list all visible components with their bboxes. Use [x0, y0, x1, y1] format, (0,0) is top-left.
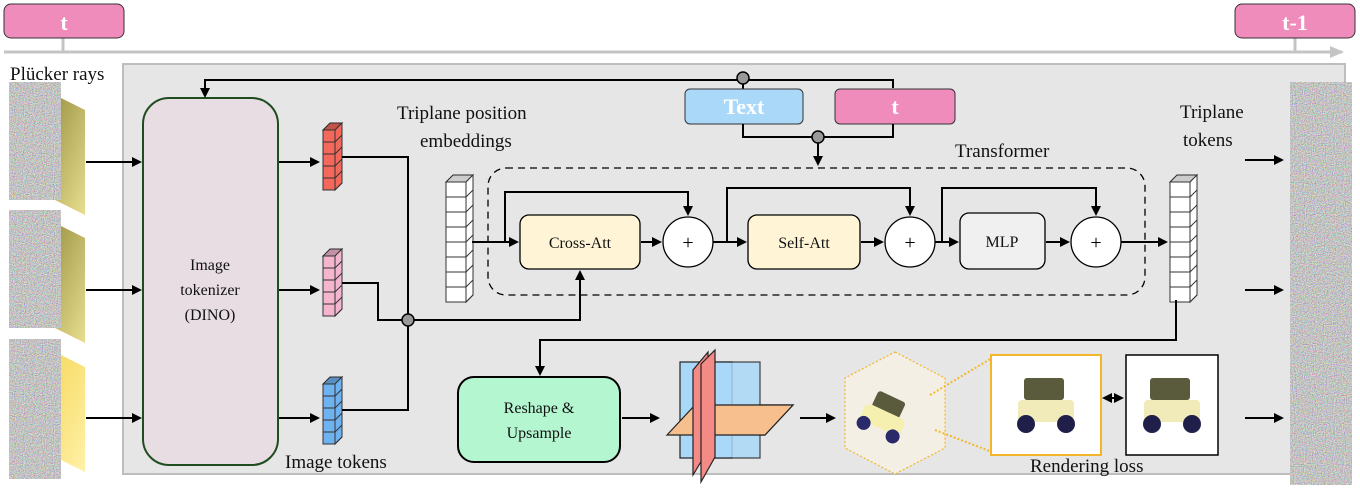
- input-views: [9, 82, 85, 479]
- timestep-condition-badge: t: [834, 88, 956, 125]
- triplane-position-label-1: Triplane position: [397, 103, 527, 124]
- token-cell: [322, 383, 336, 397]
- image-tokenizer-block: Image tokenizer (DINO): [142, 97, 279, 466]
- reshape-upsample-block: Reshape & Upsample: [457, 376, 621, 463]
- token-cell: [322, 419, 336, 433]
- token-cell: [1169, 211, 1191, 228]
- svg-text:Self-Att: Self-Att: [778, 235, 830, 252]
- transformer-label: Transformer: [955, 141, 1050, 162]
- token-cell: [1169, 196, 1191, 213]
- output-view-2: [1290, 212, 1352, 355]
- triplane-position-label-2: embeddings: [420, 131, 512, 152]
- token-cell: [1169, 226, 1191, 243]
- svg-text:tokenizer: tokenizer: [180, 282, 240, 299]
- svg-text:+: +: [682, 232, 693, 254]
- svg-text:t-1: t-1: [1282, 10, 1308, 35]
- feedback-node: [736, 71, 750, 85]
- triplane-tokens-label-2: tokens: [1183, 130, 1233, 151]
- cross-attention-block: Cross-Att: [519, 214, 641, 270]
- token-cell: [322, 395, 336, 409]
- token-cell: [322, 153, 336, 167]
- token-cell: [322, 431, 336, 445]
- svg-text:MLP: MLP: [986, 234, 1019, 251]
- add-node-3: +: [1070, 216, 1122, 268]
- token-cell: [322, 267, 336, 281]
- token-cell: [1169, 271, 1191, 288]
- image-tokens-label: Image tokens: [285, 452, 387, 473]
- svg-text:(DINO): (DINO): [185, 307, 236, 324]
- token-cell: [322, 141, 336, 155]
- self-attention-block: Self-Att: [747, 214, 861, 270]
- token-cell: [445, 271, 467, 288]
- output-views: [1290, 82, 1352, 485]
- svg-text:Cross-Att: Cross-Att: [549, 235, 612, 252]
- token-cell: [445, 196, 467, 213]
- token-cell: [1169, 256, 1191, 273]
- token-cell: [445, 211, 467, 228]
- token-cell: [445, 286, 467, 303]
- svg-text:+: +: [1090, 232, 1101, 254]
- token-cell: [445, 226, 467, 243]
- condition-node: [811, 130, 825, 144]
- token-cell: [445, 241, 467, 258]
- car-model-icon: [856, 391, 906, 444]
- rendered-view: [990, 354, 1102, 456]
- token-cell: [322, 279, 336, 293]
- output-view-1: [1290, 82, 1352, 225]
- token-cell: [322, 165, 336, 179]
- token-cell: [445, 181, 467, 198]
- timeline: t t-1: [3, 3, 1356, 58]
- svg-text:t: t: [60, 10, 68, 35]
- token-cell: [322, 129, 336, 143]
- ground-truth-view: [1125, 354, 1219, 456]
- token-cell: [322, 291, 336, 305]
- image-token-stack-blue: [321, 375, 344, 446]
- input-view-1: [9, 82, 85, 215]
- merge-node: [401, 313, 415, 327]
- token-cell: [445, 256, 467, 273]
- triplane-tokens-label-1: Triplane: [1180, 102, 1244, 123]
- text-condition-badge: Text: [684, 88, 804, 125]
- svg-text:+: +: [904, 232, 915, 254]
- svg-text:Reshape &: Reshape &: [504, 400, 575, 417]
- token-cell: [322, 407, 336, 421]
- triplane-position-embedding-stack: [444, 173, 475, 304]
- rendering-loss-label: Rendering loss: [1030, 456, 1143, 477]
- add-node-1: +: [662, 216, 714, 268]
- svg-text:Image: Image: [190, 257, 230, 274]
- token-cell: [322, 177, 336, 191]
- input-view-3: [9, 339, 85, 479]
- svg-text:Text: Text: [724, 94, 765, 119]
- token-cell: [1169, 181, 1191, 198]
- timestep-start-badge: t: [3, 3, 125, 39]
- output-view-3: [1290, 340, 1352, 485]
- 3d-render-cube: [844, 351, 993, 475]
- token-cell: [322, 255, 336, 269]
- token-cell: [322, 303, 336, 317]
- image-token-stack-red: [321, 121, 344, 192]
- input-view-2: [9, 210, 85, 343]
- add-node-2: +: [884, 216, 936, 268]
- timestep-end-badge: t-1: [1234, 3, 1356, 39]
- image-token-stack-pink: [321, 247, 344, 318]
- triplane-planes-icon: [665, 348, 795, 485]
- plucker-rays-label: Plücker rays: [10, 64, 104, 85]
- svg-text:Upsample: Upsample: [507, 425, 572, 442]
- mlp-block: MLP: [959, 212, 1046, 270]
- token-cell: [1169, 241, 1191, 258]
- triplane-token-stack: [1168, 173, 1199, 304]
- svg-text:t: t: [891, 94, 899, 119]
- token-cell: [1169, 286, 1191, 303]
